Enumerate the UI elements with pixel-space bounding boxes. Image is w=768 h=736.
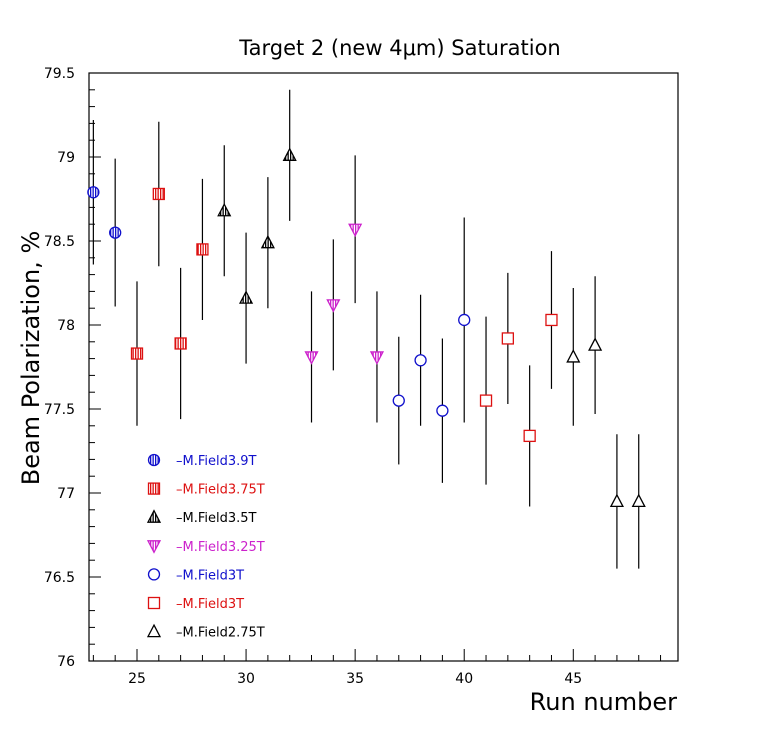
- y-tick-labels: 76 76.5 77 77.5 78 78.5 79 79.5: [44, 66, 75, 670]
- legend-label: –M.Field3.9T: [176, 454, 257, 469]
- series-2: [217, 89, 297, 364]
- data-point: [501, 332, 514, 345]
- data-point: [545, 313, 558, 327]
- legend-marker: [146, 509, 162, 523]
- x-tick-label: 25: [128, 671, 146, 687]
- legend-label: –M.Field2.75T: [176, 626, 265, 641]
- x-tick-label: 35: [346, 671, 364, 687]
- x-tick-label: 45: [564, 671, 582, 687]
- data-point: [260, 234, 275, 249]
- y-axis-title: Beam Polarization, %: [17, 231, 45, 486]
- y-tick-label: 79.5: [44, 66, 75, 82]
- axis-ticks: [89, 72, 662, 662]
- legend-marker: [146, 540, 162, 554]
- data-point: [479, 394, 493, 407]
- data-point: [152, 187, 165, 201]
- data-point: [217, 202, 232, 217]
- data-point: [458, 313, 471, 327]
- data-point: [369, 351, 385, 365]
- series-6: [566, 276, 646, 569]
- series-1: [130, 121, 209, 426]
- x-tick-labels: 25 30 35 40 45: [128, 671, 582, 687]
- data-point: [523, 429, 536, 443]
- legend: –M.Field3.9T –M.Field3.75T –M.Field3.5T –M.…: [146, 453, 265, 641]
- chart-title: Target 2 (new 4μm) Saturation: [238, 36, 560, 60]
- data-point: [304, 351, 319, 365]
- legend-label: –M.Field3.75T: [176, 483, 265, 498]
- data-point: [238, 290, 254, 304]
- legend-marker: [147, 482, 161, 495]
- data-point: [196, 243, 209, 256]
- y-tick-label: 77: [57, 486, 75, 502]
- series-5: [479, 251, 558, 507]
- legend-label: –M.Field3.5T: [176, 511, 257, 526]
- data-point: [392, 394, 405, 407]
- y-tick-label: 77.5: [44, 402, 75, 418]
- y-tick-label: 76.5: [44, 570, 75, 586]
- legend-label: –M.Field3T: [176, 568, 244, 583]
- series-4: [392, 217, 471, 483]
- data-point: [348, 223, 363, 238]
- data-series: [87, 89, 646, 569]
- data-point: [282, 147, 297, 161]
- legend-label: –M.Field3T: [176, 597, 244, 612]
- data-point: [588, 337, 603, 351]
- x-tick-label: 40: [455, 671, 473, 687]
- data-point: [414, 354, 427, 367]
- legend-marker: [147, 453, 161, 467]
- legend-marker: [147, 596, 161, 610]
- legend-marker: [147, 568, 161, 581]
- y-tick-label: 76: [57, 654, 75, 670]
- y-tick-label: 79: [57, 150, 75, 166]
- plot-frame: [88, 72, 679, 662]
- data-point: [566, 349, 581, 363]
- x-axis-title: Run number: [530, 688, 677, 716]
- data-point: [609, 493, 624, 508]
- data-point: [326, 299, 341, 313]
- y-tick-label: 78: [57, 318, 75, 334]
- series-3: [304, 155, 385, 423]
- data-point: [174, 337, 187, 350]
- data-point: [109, 226, 122, 239]
- data-point: [631, 493, 646, 508]
- data-point: [436, 404, 449, 417]
- x-tick-label: 30: [237, 671, 255, 687]
- data-point: [87, 186, 100, 199]
- data-point: [130, 347, 144, 360]
- legend-label: –M.Field3.25T: [176, 540, 265, 555]
- legend-marker: [146, 623, 162, 638]
- series-0: [87, 120, 122, 307]
- y-tick-label: 78.5: [44, 234, 75, 250]
